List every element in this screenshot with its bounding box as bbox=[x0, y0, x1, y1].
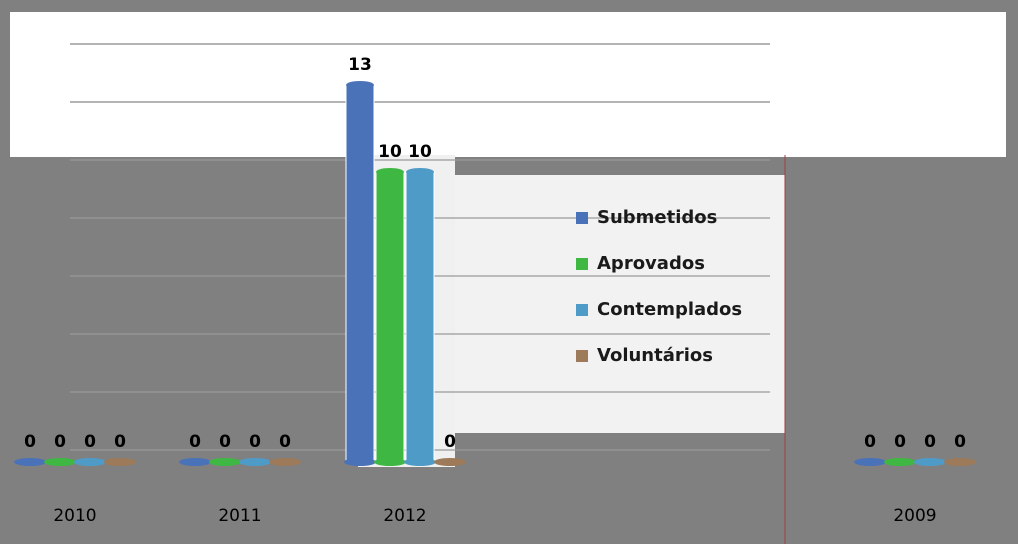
plot-top bbox=[10, 12, 1006, 157]
bar bbox=[209, 458, 241, 466]
bar-base bbox=[269, 458, 301, 466]
legend-label: Aprovados bbox=[597, 253, 705, 274]
bar-base bbox=[44, 458, 76, 466]
data-label: 0 bbox=[279, 432, 291, 452]
bar-base bbox=[944, 458, 976, 466]
bar-base bbox=[374, 458, 406, 466]
bar-base bbox=[914, 458, 946, 466]
bar-base bbox=[344, 458, 376, 466]
data-label: 0 bbox=[444, 432, 456, 452]
bar-base bbox=[209, 458, 241, 466]
bar-base bbox=[434, 458, 466, 466]
bar bbox=[914, 458, 946, 466]
bar bbox=[14, 458, 46, 466]
x-tick-label: 2012 bbox=[383, 506, 426, 526]
bar bbox=[74, 458, 106, 466]
bar bbox=[344, 81, 376, 466]
legend-marker bbox=[576, 258, 588, 270]
bar bbox=[404, 168, 436, 466]
bar bbox=[104, 458, 136, 466]
data-label: 0 bbox=[189, 432, 201, 452]
data-label: 10 bbox=[408, 142, 432, 162]
legend-label: Submetidos bbox=[597, 207, 717, 228]
data-label: 0 bbox=[864, 432, 876, 452]
bar-base bbox=[854, 458, 886, 466]
legend-marker bbox=[576, 212, 588, 224]
bar bbox=[269, 458, 301, 466]
bar-base bbox=[104, 458, 136, 466]
legend-marker bbox=[576, 350, 588, 362]
bar-top bbox=[376, 168, 404, 176]
data-label: 0 bbox=[54, 432, 66, 452]
bar-body bbox=[405, 171, 435, 463]
data-label: 0 bbox=[114, 432, 126, 452]
bar bbox=[44, 458, 76, 466]
bar bbox=[179, 458, 211, 466]
data-label: 13 bbox=[348, 55, 372, 75]
data-label: 0 bbox=[894, 432, 906, 452]
bar-top bbox=[406, 168, 434, 176]
data-label: 0 bbox=[954, 432, 966, 452]
bar bbox=[854, 458, 886, 466]
bar-base bbox=[74, 458, 106, 466]
data-label: 0 bbox=[24, 432, 36, 452]
legend-label: Voluntários bbox=[597, 345, 713, 366]
x-tick-label: 2009 bbox=[893, 506, 936, 526]
data-label: 0 bbox=[84, 432, 96, 452]
bar-base bbox=[239, 458, 271, 466]
legend-label: Contemplados bbox=[597, 299, 742, 320]
bar-base bbox=[404, 458, 436, 466]
bar-base bbox=[14, 458, 46, 466]
bar bbox=[944, 458, 976, 466]
x-tick-label: 2011 bbox=[218, 506, 261, 526]
data-label: 10 bbox=[378, 142, 402, 162]
legend-marker bbox=[576, 304, 588, 316]
data-label: 0 bbox=[924, 432, 936, 452]
data-label: 0 bbox=[249, 432, 261, 452]
bar-base bbox=[884, 458, 916, 466]
x-tick-label: 2010 bbox=[53, 506, 96, 526]
data-label: 0 bbox=[219, 432, 231, 452]
bar-body bbox=[345, 84, 375, 463]
bar-base bbox=[179, 458, 211, 466]
bar bbox=[239, 458, 271, 466]
bar-body bbox=[375, 171, 405, 463]
bar bbox=[434, 458, 466, 466]
bar bbox=[374, 168, 406, 466]
bar-top bbox=[346, 81, 374, 89]
bar bbox=[884, 458, 916, 466]
